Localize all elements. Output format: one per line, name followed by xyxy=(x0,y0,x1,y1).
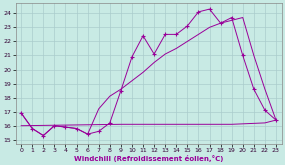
X-axis label: Windchill (Refroidissement éolien,°C): Windchill (Refroidissement éolien,°C) xyxy=(74,155,223,162)
